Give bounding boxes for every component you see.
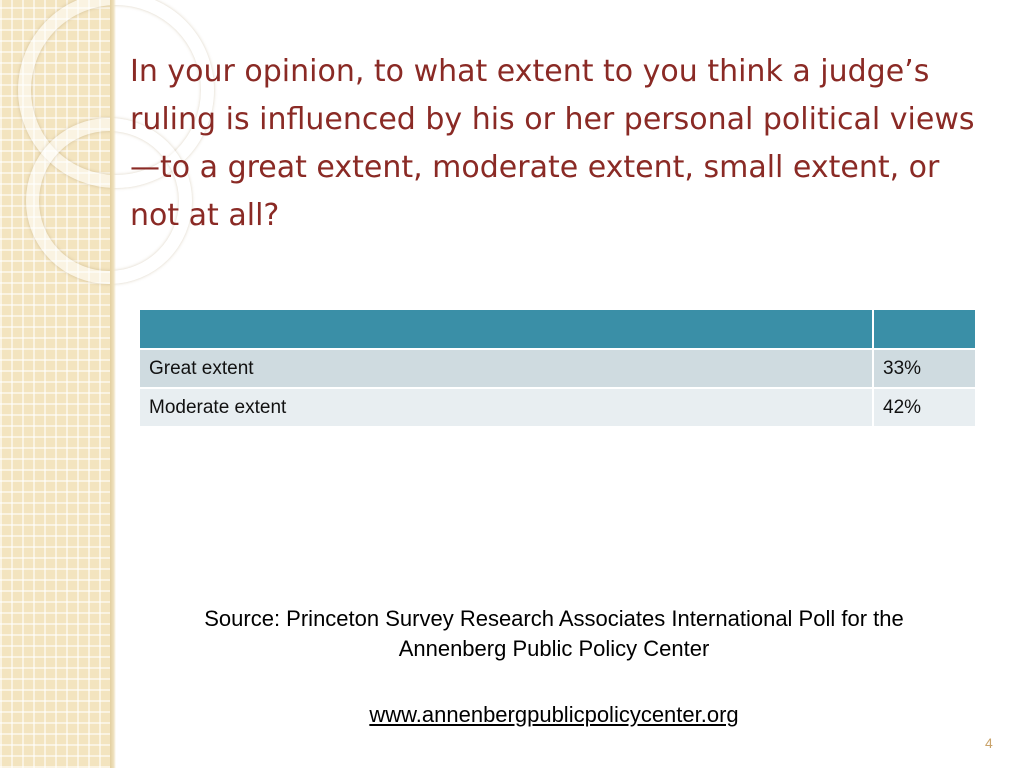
response-label: Moderate extent <box>138 387 874 428</box>
table-row: Great extent 33% <box>138 348 977 389</box>
response-percent: 33% <box>872 348 977 389</box>
source-line-2: Annenberg Public Policy Center <box>398 636 710 661</box>
side-panel-edge <box>110 0 116 768</box>
response-label: Great extent <box>138 348 874 389</box>
table-header-cell <box>872 308 977 350</box>
table-header-row <box>138 308 977 350</box>
source-line: Source: Princeton Survey Research Associ… <box>130 604 978 664</box>
page-number: 4 <box>985 735 993 751</box>
source-link[interactable]: www.annenbergpublicpolicycenter.org <box>369 702 739 727</box>
table-header-cell <box>138 308 874 350</box>
decorative-side-panel <box>0 0 214 768</box>
table-row: Moderate extent 42% <box>138 387 977 428</box>
source-line-1: Source: Princeton Survey Research Associ… <box>204 606 904 631</box>
results-table: Great extent 33% Moderate extent 42% <box>138 308 977 428</box>
slide-title: In your opinion, to what extent to you t… <box>130 54 975 233</box>
source-block: Source: Princeton Survey Research Associ… <box>130 604 978 730</box>
response-percent: 42% <box>872 387 977 428</box>
